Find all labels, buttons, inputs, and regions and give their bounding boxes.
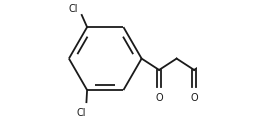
Text: O: O xyxy=(190,93,198,103)
Text: Cl: Cl xyxy=(68,4,78,14)
Text: O: O xyxy=(155,93,163,103)
Text: Cl: Cl xyxy=(76,108,86,118)
